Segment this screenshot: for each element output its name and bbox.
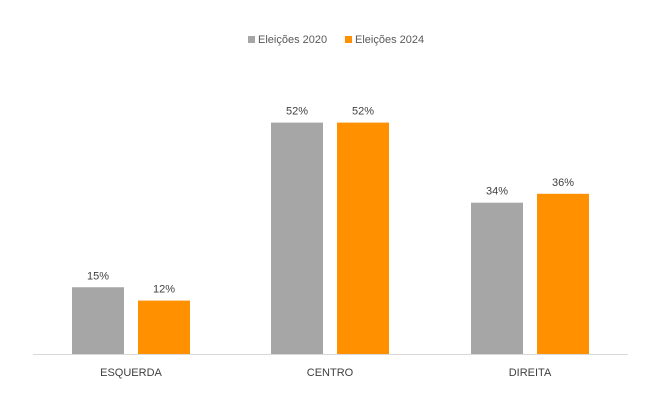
data-label-direita-1: 34% xyxy=(486,186,508,198)
bars xyxy=(72,122,589,354)
data-label-centro-1: 52% xyxy=(286,106,308,118)
x-axis: ESQUERDA CENTRO DIREITA xyxy=(33,354,628,379)
data-label-direita-2: 36% xyxy=(552,177,574,189)
data-label-centro-2: 52% xyxy=(352,106,374,118)
data-labels: 15% 12% 52% 52% 34% 36% xyxy=(87,106,574,296)
bar-centro-2 xyxy=(337,122,389,354)
bar-esquerda-2 xyxy=(138,300,190,354)
legend-swatch-2 xyxy=(345,36,352,43)
data-label-esquerda-1: 15% xyxy=(87,270,109,282)
category-label-esquerda: ESQUERDA xyxy=(100,367,162,379)
legend-label-2: Eleições 2024 xyxy=(355,34,424,46)
bar-esquerda-1 xyxy=(72,287,124,354)
bar-direita-2 xyxy=(537,193,589,354)
bar-centro-1 xyxy=(271,122,323,354)
legend: Eleições 2020 Eleições 2024 xyxy=(248,34,424,46)
category-label-centro: CENTRO xyxy=(307,367,354,379)
legend-swatch-1 xyxy=(248,36,255,43)
category-label-direita: DIREITA xyxy=(509,367,552,379)
legend-label-1: Eleições 2020 xyxy=(258,34,327,46)
data-label-esquerda-2: 12% xyxy=(153,284,175,296)
bar-direita-1 xyxy=(471,202,523,354)
